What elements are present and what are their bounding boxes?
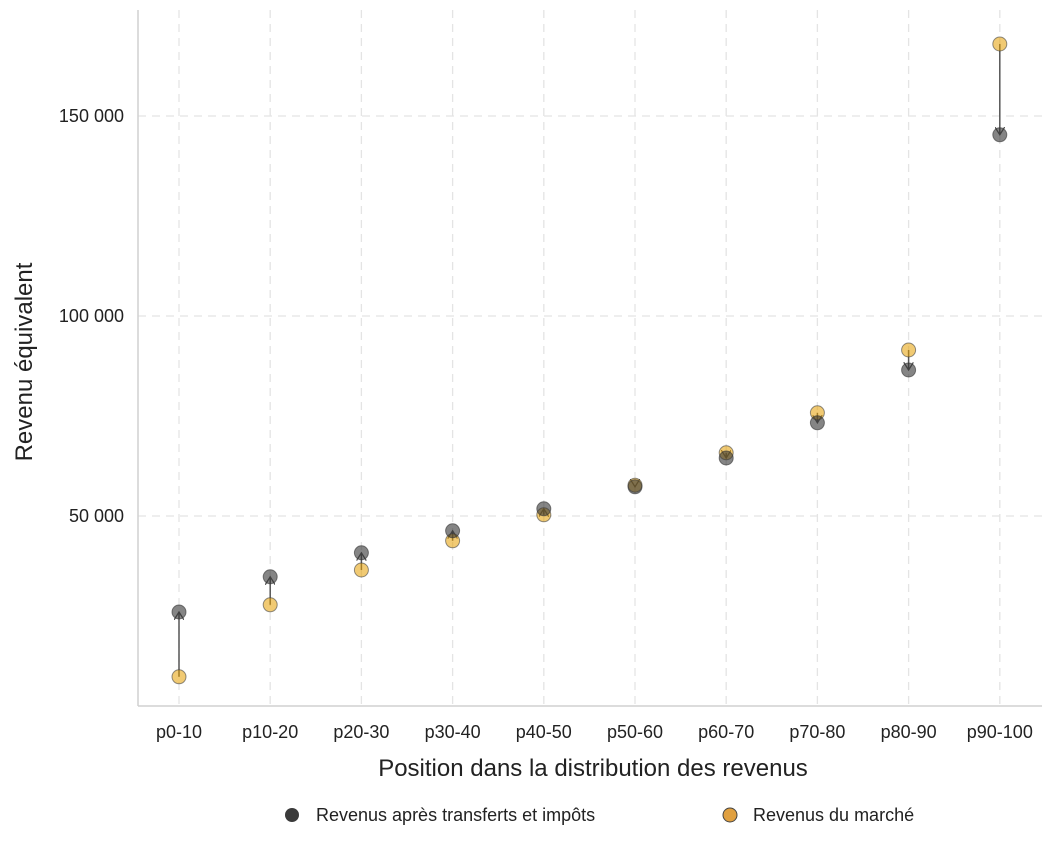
point-after [992, 127, 1008, 143]
point-after [171, 604, 187, 620]
y-tick-label: 100 000 [59, 306, 124, 326]
legend-marker-market [722, 807, 738, 823]
point-market [353, 562, 369, 578]
point-market [901, 342, 917, 358]
x-tick-label: p70-80 [789, 722, 845, 742]
x-tick-label: p20-30 [333, 722, 389, 742]
point-after [536, 501, 552, 517]
point-after [718, 450, 734, 466]
point-after [809, 415, 825, 431]
point-after [262, 569, 278, 585]
x-tick-label: p10-20 [242, 722, 298, 742]
legend: Revenus après transferts et impôts Reven… [285, 805, 914, 825]
x-tick-label: p60-70 [698, 722, 754, 742]
x-tick-label: p0-10 [156, 722, 202, 742]
point-after [901, 362, 917, 378]
point-market [262, 597, 278, 613]
x-tick-label: p50-60 [607, 722, 663, 742]
arrows [179, 44, 1000, 677]
x-tick-label: p40-50 [516, 722, 572, 742]
y-ticks: 50 000 100 000 150 000 [59, 106, 124, 526]
legend-label-market: Revenus du marché [753, 805, 914, 825]
x-tick-label: p90-100 [967, 722, 1033, 742]
y-axis-label: Revenu équivalent [11, 262, 38, 461]
point-after [353, 545, 369, 561]
x-axis-label: Position dans la distribution des revenu… [378, 755, 808, 782]
y-tick-label: 150 000 [59, 106, 124, 126]
legend-label-after: Revenus après transferts et impôts [316, 805, 595, 825]
point-after [445, 523, 461, 539]
point-market [171, 669, 187, 685]
x-tick-label: p80-90 [881, 722, 937, 742]
point-after [627, 479, 643, 495]
legend-marker-after [285, 808, 299, 822]
x-ticks: p0-10 p10-20 p20-30 p30-40 p40-50 p50-60 p60-7… [156, 722, 1033, 742]
x-tick-label: p30-40 [425, 722, 481, 742]
y-tick-label: 50 000 [69, 506, 124, 526]
points [171, 36, 1008, 685]
point-market [992, 36, 1008, 52]
